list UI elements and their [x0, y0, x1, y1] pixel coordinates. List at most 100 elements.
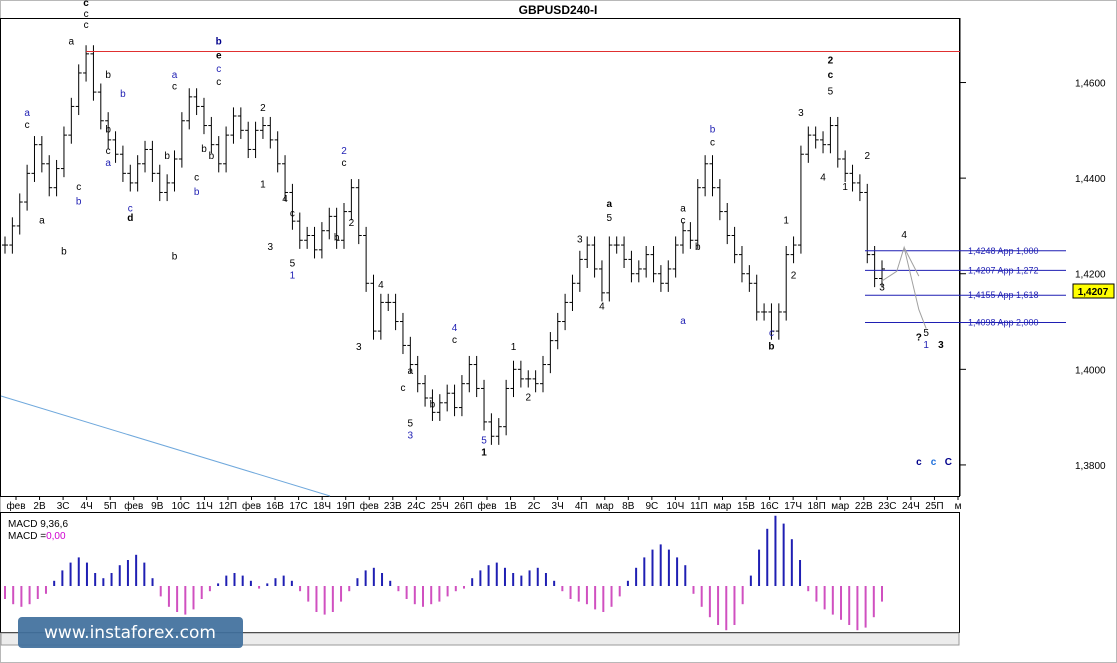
price-bar — [75, 64, 82, 116]
price-bar — [797, 145, 804, 254]
x-tick-label: фев — [6, 500, 25, 512]
wave-label: c — [84, 9, 89, 20]
price-bar — [576, 250, 583, 292]
price-bar — [68, 97, 75, 144]
wave-label: 5 — [607, 213, 613, 224]
price-bar — [584, 236, 591, 268]
price-bar — [142, 140, 149, 173]
x-tick-label: 24С — [407, 501, 425, 512]
price-bar — [827, 116, 834, 154]
price-bar — [613, 236, 620, 254]
price-bar — [16, 193, 23, 235]
price-bar — [274, 131, 281, 173]
price-bar — [112, 131, 119, 163]
price-bar — [341, 202, 348, 249]
price-bar — [805, 126, 812, 163]
x-tick-label: 15В — [737, 501, 755, 512]
x-tick-label: 2В — [33, 501, 46, 512]
price-bar — [731, 226, 738, 264]
price-bar — [200, 97, 207, 135]
wave-label: b — [105, 125, 111, 136]
chart-title: GBPUSD240-I — [519, 3, 598, 17]
price-bar — [842, 150, 849, 182]
current-price-value: 1,4207 — [1078, 287, 1109, 298]
price-bar — [156, 164, 163, 202]
y-tick-label: 1,4200 — [1075, 270, 1106, 281]
x-tick-label: фев — [477, 500, 496, 512]
price-bar — [694, 179, 701, 249]
price-bar — [783, 246, 790, 321]
price-bar — [746, 265, 753, 292]
wave-label: a — [69, 36, 75, 47]
price-bar — [149, 140, 156, 182]
x-tick-label: мар — [831, 501, 849, 512]
wave-label: c — [216, 64, 221, 75]
wave-label: 5 — [481, 435, 487, 446]
price-bar — [856, 174, 863, 202]
price-bar — [215, 136, 222, 173]
price-bar — [60, 126, 67, 178]
wave-label: c — [710, 138, 715, 149]
target-level-label: 1,4248 App 1,000 — [968, 246, 1039, 256]
price-bar — [738, 246, 745, 283]
x-tick-label: 24Ч — [902, 501, 920, 512]
macd-params-label: MACD 9,36,6 — [8, 519, 68, 530]
wave-label: 4 — [378, 280, 384, 291]
price-bar — [407, 336, 414, 374]
wave-label: 5 — [828, 86, 834, 97]
main-plot-frame — [0, 18, 960, 497]
price-bar — [46, 155, 53, 197]
price-bar — [503, 379, 510, 436]
wave-label: c — [172, 82, 177, 93]
wave-label: 3 — [356, 342, 362, 353]
wave-label: c — [342, 158, 347, 169]
price-bar — [680, 222, 687, 254]
price-bar — [193, 88, 200, 116]
wave-label: b — [120, 89, 126, 100]
x-tick-label: м — [955, 501, 962, 512]
price-bar — [267, 116, 274, 149]
price-bar — [525, 370, 532, 388]
y-tick-label: 1,4600 — [1075, 79, 1106, 90]
price-bar — [208, 116, 215, 154]
price-bar — [296, 212, 303, 249]
wave-label: c — [931, 457, 937, 468]
forecast-branch — [903, 247, 920, 277]
price-bar — [709, 155, 716, 197]
price-bar — [127, 164, 134, 192]
wave-label: 2 — [349, 218, 355, 229]
wave-label: b — [209, 151, 215, 162]
price-bar — [871, 246, 878, 288]
price-bar — [643, 246, 650, 278]
price-bar — [554, 312, 561, 350]
wave-label: c — [83, 0, 89, 9]
x-tick-label: 23В — [384, 501, 402, 512]
price-bar — [790, 236, 797, 264]
price-bar — [820, 131, 827, 154]
price-bar — [259, 116, 266, 139]
wave-label: b — [430, 400, 436, 411]
x-tick-label: 5П — [104, 501, 117, 512]
wave-label: c — [290, 208, 295, 219]
price-bar — [399, 312, 406, 355]
price-bar — [311, 226, 318, 259]
price-bar — [481, 379, 488, 431]
price-bar — [775, 303, 782, 340]
x-tick-label: 9С — [645, 501, 658, 512]
x-tick-label: фев — [124, 500, 143, 512]
wave-label: 4 — [452, 323, 458, 334]
x-tick-label: 17С — [289, 501, 307, 512]
x-tick-label: фев — [360, 500, 379, 512]
x-tick-label: 17Ч — [784, 501, 802, 512]
price-bar — [539, 355, 546, 393]
wave-label: 3 — [408, 431, 414, 442]
wave-label: 2 — [260, 103, 266, 114]
price-bar — [97, 83, 104, 130]
x-tick-label: фев — [242, 500, 261, 512]
price-bar — [38, 136, 45, 173]
wave-label: 3 — [879, 282, 885, 293]
price-bar — [569, 274, 576, 312]
x-tick-label: мар — [714, 501, 732, 512]
x-tick-label: 12П — [219, 501, 237, 512]
